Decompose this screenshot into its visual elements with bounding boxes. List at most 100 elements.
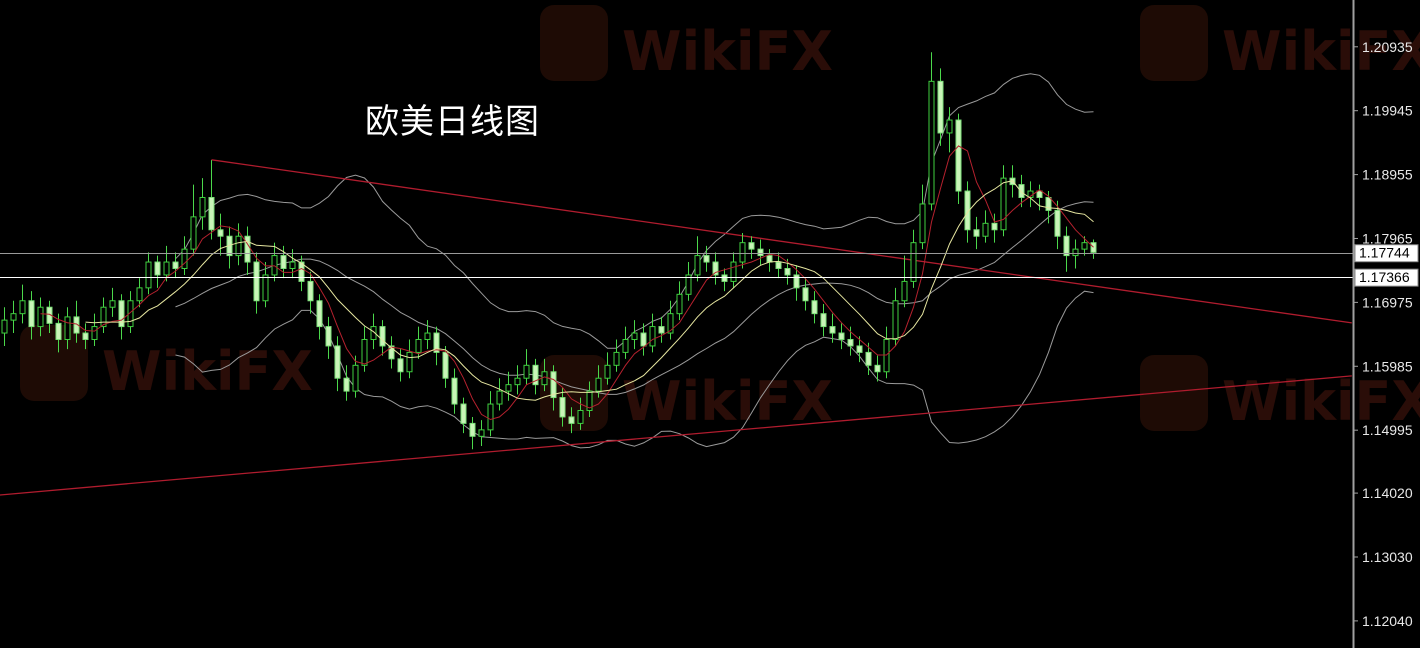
candle-body-bull <box>271 255 278 276</box>
candle-body-bull <box>586 390 593 411</box>
candle-body-bear <box>1036 190 1043 198</box>
candle-body-bear <box>379 326 386 347</box>
candle <box>307 271 314 314</box>
candle-body-bear <box>766 255 773 263</box>
candle-body-bull <box>541 371 548 386</box>
candle-body-bull <box>478 429 485 437</box>
candle-body-bear <box>712 261 719 276</box>
candle-body-bull <box>19 300 26 315</box>
candle <box>793 265 800 301</box>
candle-body-bull <box>1072 248 1079 257</box>
candle <box>748 236 755 259</box>
candle-body-bull <box>505 384 512 392</box>
candle-body-bull <box>577 409 584 424</box>
candle <box>658 316 665 343</box>
candle-body-bull <box>730 261 737 282</box>
candle-body-bear <box>253 261 260 302</box>
candle-body-bear <box>208 196 215 231</box>
watermark-text: WikiFX <box>622 20 833 83</box>
candle <box>640 323 647 356</box>
candle <box>460 397 467 434</box>
candle <box>847 326 854 356</box>
moving-averages <box>40 145 1094 421</box>
candle <box>766 249 773 272</box>
candle-body-bull <box>1081 242 1088 250</box>
candle <box>649 313 656 353</box>
candle <box>136 278 143 308</box>
candle <box>163 245 170 282</box>
candle <box>694 236 701 282</box>
candle <box>298 255 305 292</box>
candle <box>739 232 746 269</box>
candle-body-bear <box>802 287 809 302</box>
candle-body-bull <box>1000 177 1007 231</box>
candle-body-bear <box>298 261 305 282</box>
candle <box>145 252 152 295</box>
candle <box>10 300 17 334</box>
candle-body-bull <box>352 364 359 392</box>
candle-body-bull <box>1 319 8 334</box>
candle <box>1 307 8 346</box>
watermark-logo-icon <box>540 5 608 81</box>
candle <box>550 365 557 411</box>
candle-body-bear <box>757 248 764 257</box>
candle-body-bear <box>991 222 998 231</box>
candle <box>631 320 638 350</box>
candle <box>451 368 458 414</box>
candle <box>262 262 269 308</box>
y-tick-label: 1.12040 <box>1362 613 1413 629</box>
candle <box>910 229 917 288</box>
candle-body-bear <box>703 255 710 263</box>
candle <box>901 255 908 308</box>
candle-body-bear <box>874 364 881 373</box>
candle <box>325 316 332 359</box>
candle <box>982 210 989 243</box>
candle-body-bear <box>433 332 440 353</box>
candle-body-bull <box>595 377 602 392</box>
candle <box>244 226 251 275</box>
candle-body-bear <box>820 313 827 328</box>
candle <box>1027 181 1034 208</box>
candle-body-bear <box>937 80 944 134</box>
candle <box>109 287 116 317</box>
candle-body-bull <box>406 351 413 373</box>
candle <box>919 184 926 250</box>
candle-body-bear <box>172 261 179 269</box>
candle-body-bear <box>316 300 323 328</box>
candle-body-bear <box>721 274 728 282</box>
chart-title: 欧美日线图 <box>365 102 540 142</box>
candle-body-bull <box>883 338 890 373</box>
candle-body-bull <box>127 300 134 328</box>
candle <box>343 365 350 401</box>
y-tick-label: 1.20935 <box>1362 39 1413 55</box>
candle-body-bear <box>118 300 125 328</box>
candle <box>991 213 998 243</box>
candle-body-bear <box>793 274 800 289</box>
candle-body-bear <box>811 300 818 315</box>
candle-body-bull <box>676 293 683 315</box>
candle <box>802 278 809 311</box>
candle <box>730 252 737 288</box>
candle <box>118 294 125 340</box>
candle <box>937 68 944 146</box>
candle-body-bear <box>829 326 836 334</box>
bollinger-middle-line <box>175 201 1094 395</box>
candle <box>667 300 674 340</box>
candle-body-bull <box>262 274 269 302</box>
candle-body-bull <box>622 338 629 353</box>
candle-body-bear <box>217 229 224 237</box>
candle-body-bear <box>955 119 962 192</box>
candle <box>181 236 188 275</box>
candle-body-bear <box>334 345 341 379</box>
candle <box>775 252 782 279</box>
candle <box>973 216 980 250</box>
price-tag-label: 1.17744 <box>1359 245 1410 261</box>
candle-body-bull <box>361 338 368 366</box>
candle-body-bull <box>892 300 899 340</box>
candle-body-bull <box>739 242 746 263</box>
candle <box>856 336 863 363</box>
candle-body-bull <box>136 287 143 302</box>
candle <box>406 339 413 379</box>
